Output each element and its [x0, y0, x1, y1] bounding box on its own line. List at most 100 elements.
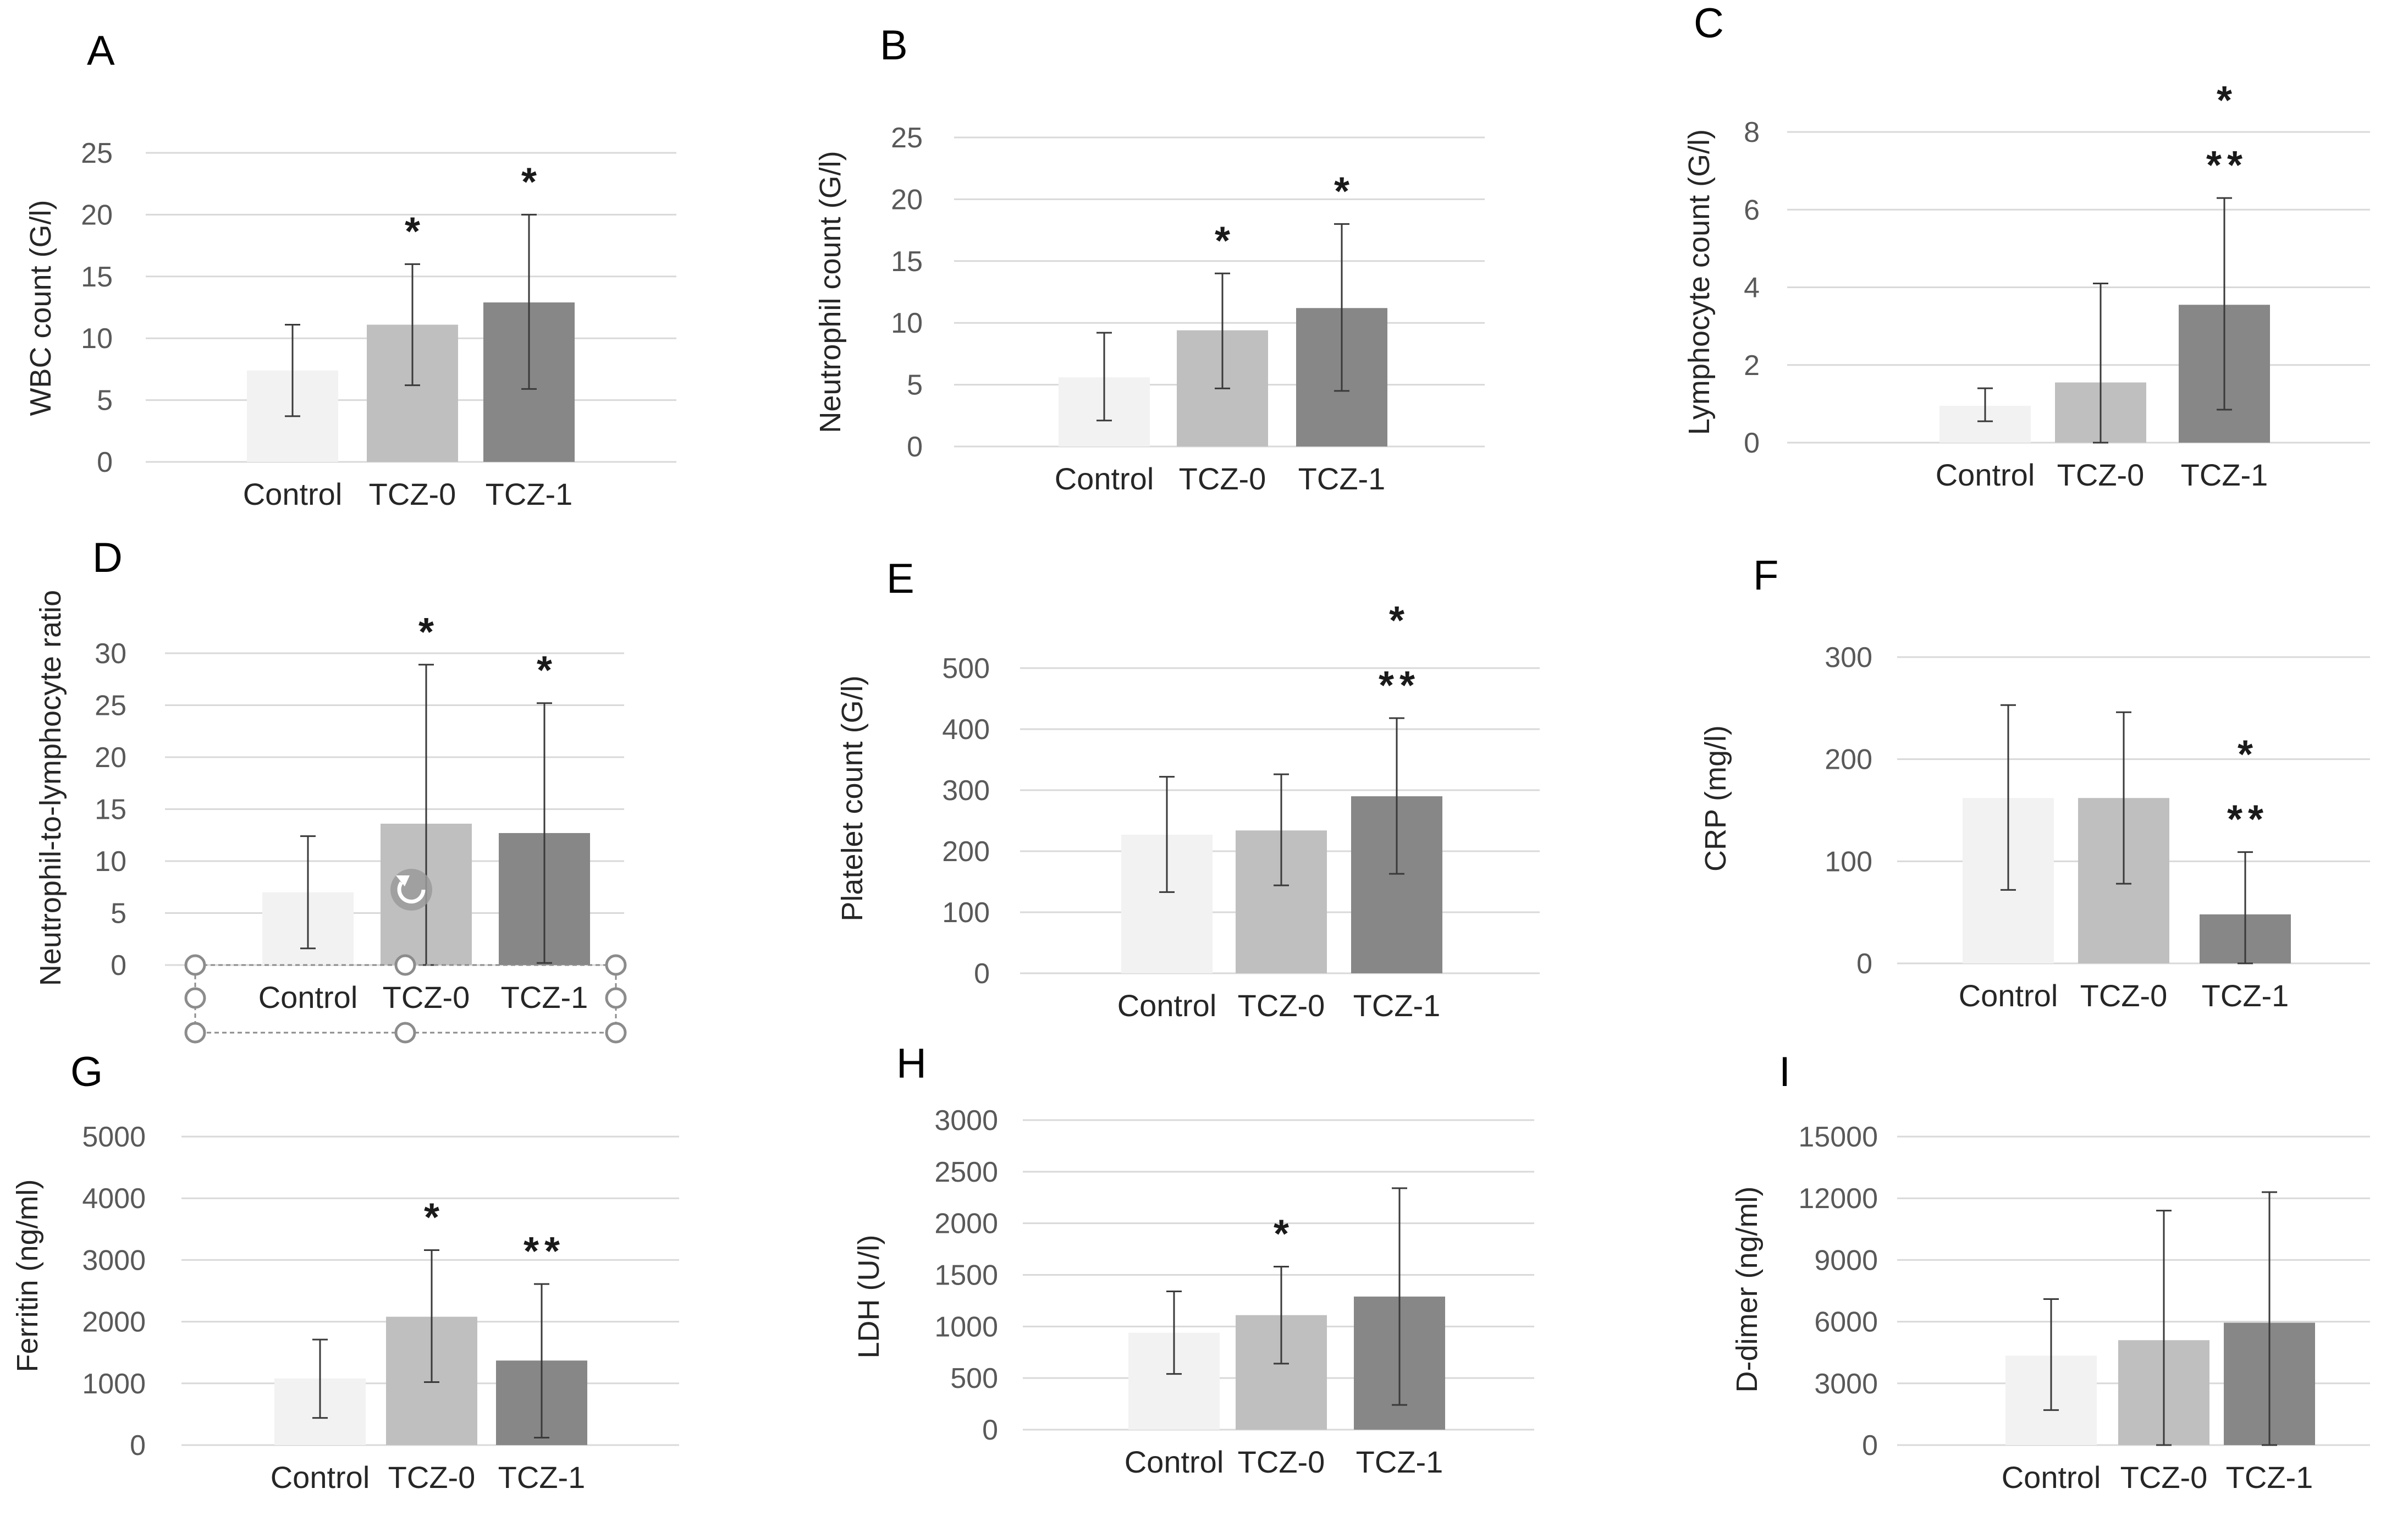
x-category-label: Control	[2002, 1460, 2101, 1495]
y-tick-label: 2500	[934, 1156, 998, 1188]
y-axis-label: Ferritin (ng/ml)	[11, 1179, 44, 1372]
error-bar	[2156, 1210, 2172, 1446]
error-bar	[285, 323, 300, 417]
error-bar	[1977, 387, 1993, 422]
panel-E: 0 100 200 300 400 500 Control TCZ-0 TCZ-1 * ** Plat…	[836, 555, 1540, 1023]
y-tick-label: 500	[942, 653, 990, 685]
x-category-label: Control	[258, 980, 358, 1015]
panel-H: 0 500 1000 1500 2000 2500 3000 Control TCZ-0 * TCZ…	[852, 1040, 1534, 1479]
x-category-label: TCZ-0	[1238, 1445, 1325, 1479]
x-category-label: Control	[1959, 978, 2058, 1013]
y-tick-label: 3000	[1814, 1368, 1878, 1400]
selection-handles[interactable]	[184, 869, 627, 1044]
y-axis-label: Neutrophil count (G/l)	[814, 151, 847, 433]
y-tick-label: 1500	[934, 1260, 998, 1292]
x-category-label: TCZ-1	[2202, 978, 2289, 1013]
y-tick-label: 3000	[934, 1105, 998, 1137]
y-tick-label: 0	[1862, 1430, 1878, 1462]
y-axis-label: Neutrophil-to-lymphocyte ratio	[34, 590, 67, 986]
resize-handle[interactable]	[394, 1022, 416, 1044]
y-tick-label: 20	[81, 199, 113, 231]
x-category-label: Control	[271, 1460, 370, 1495]
y-axis-label: D-dimer (ng/ml)	[1731, 1186, 1764, 1392]
y-tick-label: 25	[891, 122, 923, 154]
y-tick-label: 20	[891, 184, 923, 216]
y-tick-label: 10	[81, 323, 113, 355]
error-bar	[2093, 282, 2108, 444]
significance-marker: *	[405, 210, 426, 253]
panel-I: 0 3000 6000 9000 12000 15000 Control TCZ-0 TCZ-1…	[1731, 1049, 2370, 1495]
y-tick-label: 400	[942, 714, 990, 746]
y-axis-label: Platelet count (G/l)	[836, 675, 869, 921]
resize-handle[interactable]	[605, 1022, 627, 1044]
y-tick-label: 0	[907, 431, 923, 463]
y-tick-label: 10	[95, 846, 126, 878]
resize-handle[interactable]	[605, 987, 627, 1009]
y-tick-label: 200	[1825, 744, 1872, 776]
significance-marker: * **	[1379, 599, 1420, 708]
y-tick-label: 5000	[82, 1121, 146, 1153]
y-tick-label: 0	[982, 1414, 998, 1446]
y-axis-label: WBC count (G/l)	[24, 200, 57, 416]
y-tick-label: 6	[1744, 194, 1760, 226]
x-category-label: TCZ-0	[388, 1460, 476, 1495]
panel-A: 0 5 10 15 20 25 Control TCZ-0 * TCZ-1 * WBC count (…	[24, 27, 676, 511]
y-tick-label: 300	[1825, 642, 1872, 674]
x-category-label: TCZ-0	[2120, 1460, 2208, 1495]
y-tick-label: 2000	[82, 1307, 146, 1338]
x-category-label: TCZ-0	[383, 980, 470, 1015]
panel-letter: E	[886, 555, 914, 602]
y-tick-label: 30	[95, 638, 126, 670]
x-category-label: TCZ-0	[1179, 461, 1266, 496]
y-tick-label: 100	[942, 897, 990, 929]
panel-letter: H	[896, 1040, 927, 1087]
error-bar	[2217, 197, 2232, 411]
y-tick-label: 5	[907, 370, 923, 401]
y-tick-label: 500	[950, 1363, 998, 1394]
significance-marker: *	[537, 649, 558, 693]
error-bar	[312, 1338, 328, 1419]
significance-marker: *	[1334, 169, 1355, 213]
x-category-label: TCZ-1	[501, 980, 588, 1015]
x-category-label: TCZ-1	[498, 1460, 586, 1495]
y-tick-label: 2000	[934, 1208, 998, 1240]
error-bar	[2043, 1298, 2059, 1411]
significance-marker: *	[1274, 1212, 1294, 1256]
significance-marker: *	[418, 610, 439, 654]
y-tick-label: 9000	[1814, 1244, 1878, 1276]
y-tick-label: 5	[111, 898, 126, 930]
x-category-label: TCZ-0	[2057, 457, 2145, 492]
y-tick-label: 2	[1744, 350, 1760, 382]
resize-handle[interactable]	[605, 954, 627, 976]
x-category-label: TCZ-0	[2080, 978, 2168, 1013]
y-tick-label: 8	[1744, 117, 1760, 148]
panel-F: 0 100 200 300 Control TCZ-0 TCZ-1 * ** CRP (mg/l)…	[1699, 552, 2370, 1013]
error-bar	[1274, 1265, 1289, 1365]
y-tick-label: 0	[1744, 427, 1760, 459]
significance-marker: **	[524, 1230, 565, 1274]
y-tick-label: 0	[1856, 948, 1872, 980]
resize-handle[interactable]	[394, 954, 416, 976]
y-tick-label: 15	[95, 794, 126, 826]
significance-marker: * **	[2206, 79, 2248, 188]
rotate-icon[interactable]	[390, 869, 432, 911]
error-bar	[1392, 1187, 1407, 1406]
resize-handle[interactable]	[184, 954, 206, 976]
significance-marker: *	[424, 1195, 445, 1239]
y-tick-label: 200	[942, 836, 990, 868]
error-bar	[1389, 717, 1404, 875]
y-tick-label: 3000	[82, 1244, 146, 1276]
y-tick-label: 300	[942, 775, 990, 807]
y-tick-label: 1000	[934, 1311, 998, 1343]
x-category-label: Control	[1936, 457, 2035, 492]
error-bar	[1215, 272, 1230, 389]
panel-letter: B	[880, 22, 908, 69]
x-category-label: Control	[243, 477, 343, 511]
error-bar	[2116, 711, 2131, 885]
y-axis-label: LDH (U/l)	[852, 1235, 885, 1359]
resize-handle[interactable]	[184, 987, 206, 1009]
x-category-label: TCZ-1	[2226, 1460, 2313, 1495]
resize-handle[interactable]	[184, 1022, 206, 1044]
panel-C: 0 2 4 6 8 Control TCZ-0 TCZ-1 * ** Lymphocyte coun…	[1683, 0, 2370, 492]
significance-marker: *	[521, 160, 542, 204]
